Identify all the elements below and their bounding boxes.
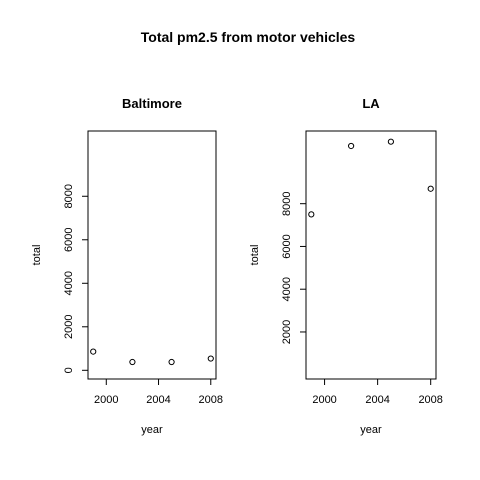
x-tick-label-baltimore-2004: 2004 xyxy=(146,394,170,406)
y-axis-label-baltimore: total xyxy=(31,245,43,266)
y-tick-label-baltimore-2000: 2000 xyxy=(63,315,75,339)
y-tick-label-baltimore-8000: 8000 xyxy=(63,184,75,208)
x-axis-label-la: year xyxy=(360,424,382,436)
plot-frame-la xyxy=(306,131,436,379)
data-point-baltimore-1999 xyxy=(91,349,96,354)
panel-title-baltimore: Baltimore xyxy=(122,96,182,111)
panel-baltimore: Baltimore year total 2000 2004 2008 0 2000 4000 6… xyxy=(31,96,223,436)
x-axis-label-baltimore: year xyxy=(141,424,163,436)
x-tick-label-la-2004: 2004 xyxy=(365,394,389,406)
y-axis-label-la: total xyxy=(249,245,261,266)
y-tick-label-la-2000: 2000 xyxy=(281,320,293,344)
data-point-la-1999 xyxy=(309,212,314,217)
y-tick-label-baltimore-4000: 4000 xyxy=(63,271,75,295)
y-tick-label-baltimore-0: 0 xyxy=(63,367,75,373)
y-tick-label-la-8000: 8000 xyxy=(281,191,293,215)
data-point-la-2005 xyxy=(388,139,393,144)
panel-title-la: LA xyxy=(362,96,380,111)
plot-frame-baltimore xyxy=(88,131,216,379)
data-point-la-2002 xyxy=(349,143,354,148)
x-tick-label-la-2008: 2008 xyxy=(418,394,442,406)
x-tick-label-la-2000: 2000 xyxy=(312,394,336,406)
data-point-baltimore-2008 xyxy=(208,356,213,361)
x-tick-label-baltimore-2008: 2008 xyxy=(199,394,223,406)
y-tick-label-baltimore-6000: 6000 xyxy=(63,228,75,252)
data-point-baltimore-2005 xyxy=(169,359,174,364)
figure-title: Total pm2.5 from motor vehicles xyxy=(141,29,356,45)
y-tick-label-la-4000: 4000 xyxy=(281,277,293,301)
x-tick-label-baltimore-2000: 2000 xyxy=(94,394,118,406)
panel-la: LA year total 2000 2004 2008 2000 4000 6000 8000 xyxy=(249,96,443,436)
data-point-la-2008 xyxy=(428,186,433,191)
data-point-baltimore-2002 xyxy=(130,359,135,364)
y-tick-label-la-6000: 6000 xyxy=(281,234,293,258)
